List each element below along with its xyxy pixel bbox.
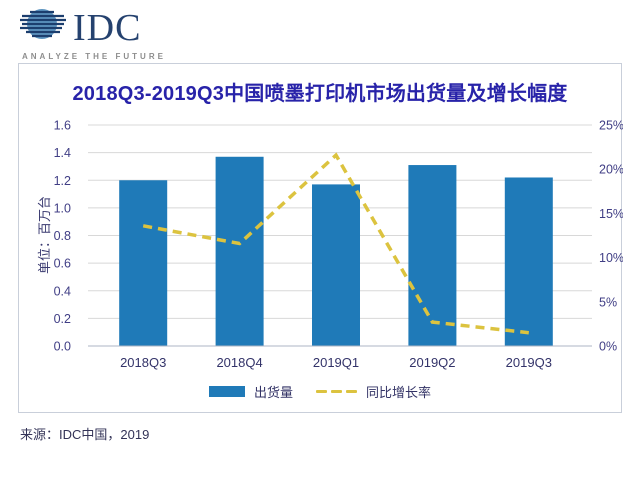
right-axis-tick-label: 20% [599, 163, 623, 177]
left-axis-tick-label: 1.4 [54, 146, 71, 160]
left-axis-tick-label: 0.4 [54, 284, 71, 298]
left-axis-tick-label: 0.0 [54, 340, 71, 354]
chart-container: 2018Q3-2019Q3中国喷墨打印机市场出货量及增长幅度 单位：百万台 0.… [18, 63, 623, 413]
right-axis-tick-label: 0% [599, 340, 617, 354]
idc-logo-text: IDC [73, 6, 142, 49]
bar-2019Q1 [312, 184, 360, 346]
x-axis-label: 2019Q3 [506, 355, 552, 370]
source-text: 来源：IDC中国，2019 [20, 427, 150, 442]
left-axis-tick-label: 0.2 [54, 312, 71, 326]
legend-bar-label: 出货量 [253, 385, 293, 400]
x-axis-label: 2019Q1 [313, 355, 359, 370]
left-axis-tick-label: 0.6 [54, 257, 71, 271]
chart-plot: 单位：百万台 0.0 0.2 0.4 0.6 0.8 1.0 1.2 1.4 1.6 0% 5% 10… [37, 119, 623, 371]
left-axis-tick-label: 1.2 [54, 174, 71, 188]
legend-bar-swatch [208, 386, 245, 397]
bar-2019Q2 [408, 165, 457, 346]
idc-tagline: ANALYZE THE FUTURE [22, 52, 166, 61]
bar-2018Q4 [215, 156, 264, 346]
x-axis-label: 2019Q2 [409, 355, 455, 370]
legend-line-label: 同比增长率 [366, 385, 432, 400]
left-axis-title: 单位：百万台 [37, 196, 52, 274]
chart-title: 2018Q3-2019Q3中国喷墨打印机市场出货量及增长幅度 [72, 83, 568, 105]
chart-legend: 出货量 同比增长率 [19, 382, 621, 401]
idc-globe-icon [20, 7, 66, 48]
growth-line [142, 152, 529, 335]
right-axis-tick-label: 15% [599, 207, 623, 221]
legend-line-swatch [316, 389, 357, 394]
left-axis-tick-label: 1.0 [54, 201, 71, 215]
x-axis-label: 2018Q4 [216, 355, 262, 370]
bar-2019Q3 [504, 177, 553, 346]
right-axis-tick-label: 25% [599, 119, 623, 133]
right-axis-tick-label: 10% [599, 251, 623, 265]
idc-logo: IDC ANALYZE THE FUTURE [20, 7, 166, 61]
right-axis-tick-label: 5% [599, 295, 617, 309]
left-axis-tick-label: 0.8 [54, 229, 71, 243]
x-axis-label: 2018Q3 [120, 355, 166, 370]
bar-2018Q3 [119, 180, 168, 346]
left-axis-tick-label: 1.6 [54, 119, 71, 133]
